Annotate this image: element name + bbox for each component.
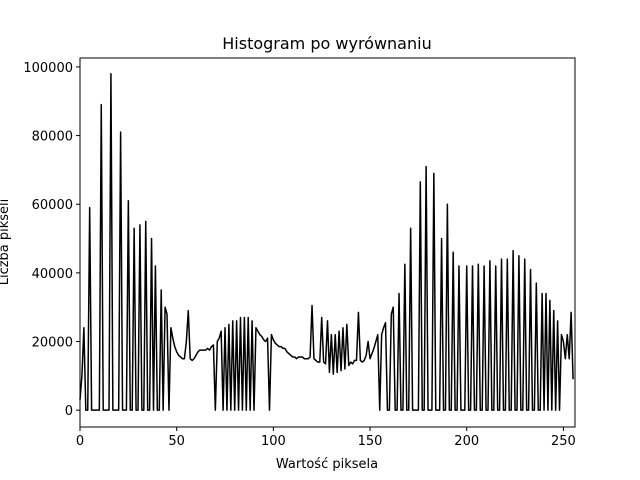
- x-axis-label: Wartość piksela: [276, 457, 378, 472]
- chart-title: Histogram po wyrównaniu: [222, 34, 431, 53]
- y-tick-label: 40000: [32, 267, 73, 282]
- y-axis-label: Liczba pikseli: [0, 199, 12, 286]
- y-tick-label: 0: [65, 404, 73, 419]
- y-tick-label: 100000: [23, 61, 73, 76]
- x-tick-label: 50: [168, 434, 185, 449]
- x-tick-label: 150: [358, 434, 383, 449]
- x-tick-label: 250: [551, 434, 576, 449]
- y-tick-label: 80000: [32, 130, 73, 145]
- x-tick-label: 100: [261, 434, 286, 449]
- y-tick-label: 60000: [32, 198, 73, 213]
- x-tick-label: 200: [454, 434, 479, 449]
- y-tick-label: 20000: [32, 336, 73, 351]
- plot-frame: [79, 57, 576, 428]
- x-tick-label: 0: [76, 434, 84, 449]
- line: [79, 73, 574, 411]
